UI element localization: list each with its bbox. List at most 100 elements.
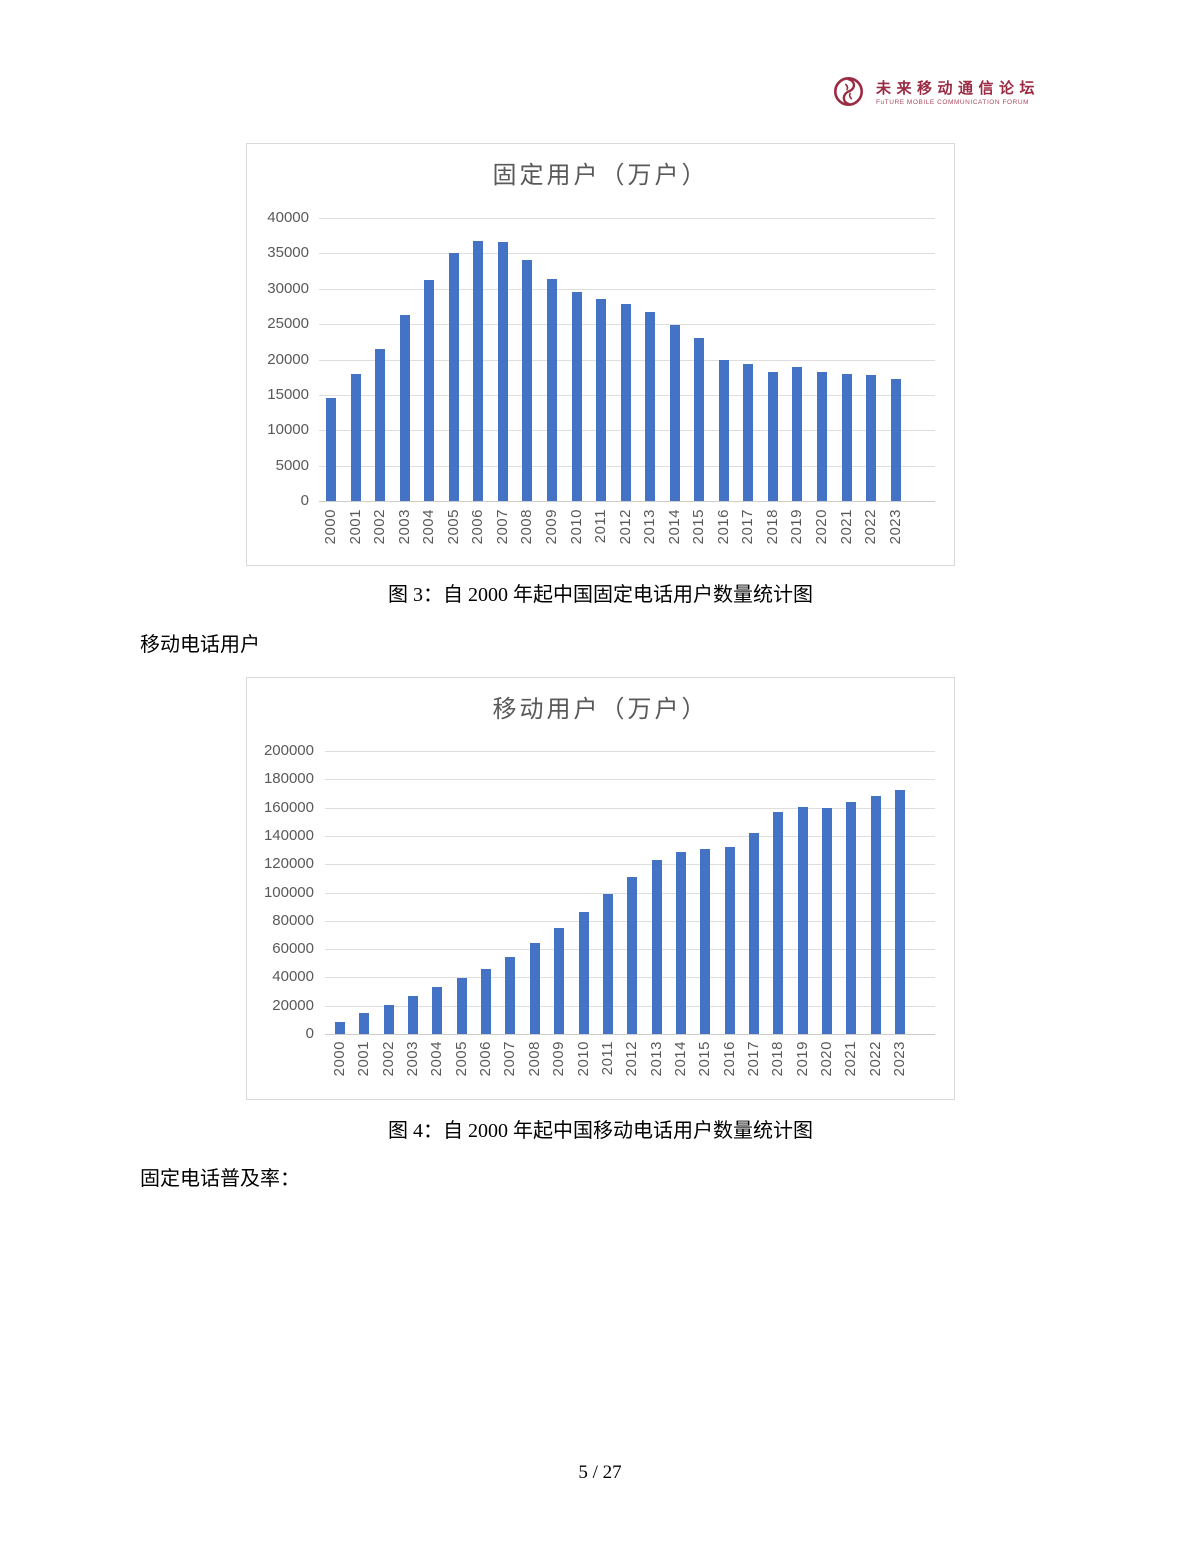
x-tick-label: 2005 [444, 509, 462, 545]
bar-2016 [724, 846, 735, 1034]
y-tick-label: 5000 [275, 456, 309, 474]
x-tick-label: 2021 [837, 509, 855, 545]
gridline [325, 779, 935, 781]
bar-2000 [335, 1021, 345, 1034]
bar-2010 [571, 292, 582, 501]
bar-2004 [424, 280, 435, 501]
y-tick-label: 60000 [272, 940, 314, 958]
y-tick-label: 0 [305, 1025, 314, 1042]
x-tick-label: 2018 [763, 509, 781, 545]
x-tick-label: 2015 [690, 509, 708, 545]
x-tick-label: 2002 [371, 509, 389, 545]
y-tick-label: 100000 [263, 883, 314, 901]
x-tick-label: 2015 [696, 1041, 714, 1077]
x-tick-label: 2011 [592, 509, 610, 544]
forum-logo-icon [832, 75, 865, 112]
x-tick-label: 2016 [720, 1041, 738, 1077]
x-tick-label: 2010 [567, 509, 585, 545]
bar-2020 [817, 372, 827, 501]
forum-logo: 未来移动通信论坛 FuTURE MOBILE COMMUNICATION FOR… [832, 75, 1040, 112]
bar-2012 [627, 876, 638, 1034]
x-tick-label: 2016 [714, 509, 732, 545]
y-tick-label: 40000 [272, 968, 314, 986]
x-tick-label: 2017 [744, 1041, 762, 1077]
y-tick-label: 25000 [267, 315, 309, 333]
x-tick-label: 2020 [813, 509, 830, 545]
x-tick-label: 2017 [739, 509, 757, 545]
x-tick-label: 2022 [866, 1041, 884, 1077]
x-tick-label: 2019 [793, 1041, 811, 1077]
bar-2021 [846, 801, 857, 1034]
x-tick-label: 2007 [493, 509, 511, 545]
bar-2016 [718, 359, 729, 501]
bar-2019 [792, 366, 803, 501]
bar-2015 [694, 337, 705, 501]
y-tick-label: 20000 [267, 350, 309, 368]
bar-2002 [383, 1004, 394, 1034]
bar-2003 [408, 995, 419, 1034]
y-tick-label: 0 [300, 492, 309, 509]
bar-2014 [669, 324, 680, 501]
page-number: 5 / 27 [578, 1462, 622, 1483]
bar-2018 [767, 372, 778, 501]
gridline [325, 835, 935, 837]
x-tick-label: 2004 [428, 1041, 446, 1077]
y-tick-label: 30000 [267, 279, 309, 297]
y-tick-label: 15000 [267, 385, 309, 403]
bar-2022 [870, 795, 881, 1034]
y-tick-label: 180000 [263, 770, 314, 788]
bar-2011 [602, 894, 613, 1034]
y-tick-label: 35000 [267, 244, 309, 262]
bar-2008 [522, 260, 533, 501]
x-tick-label: 2004 [420, 509, 438, 545]
bar-2001 [359, 1013, 370, 1034]
y-tick-label: 80000 [272, 911, 314, 929]
gridline [325, 864, 935, 866]
x-tick-label: 2009 [542, 509, 560, 545]
x-tick-label: 2020 [818, 1041, 835, 1077]
x-tick-label: 2003 [404, 1041, 422, 1077]
bar-2020 [822, 808, 832, 1034]
x-tick-label: 2006 [469, 509, 487, 545]
logo-title-cn: 未来移动通信论坛 [876, 81, 1041, 97]
x-tick-label: 2012 [623, 1041, 641, 1077]
x-tick-label: 2008 [518, 509, 536, 545]
x-tick-label: 2013 [641, 509, 659, 545]
x-tick-label: 2010 [574, 1041, 592, 1077]
bar-2006 [481, 968, 492, 1034]
bar-2001 [350, 373, 361, 501]
bar-2008 [529, 943, 540, 1034]
bar-2007 [497, 242, 508, 501]
x-tick-label: 2012 [616, 509, 634, 545]
figure3-caption: 图 3：自 2000 年起中国固定电话用户数量统计图 [388, 584, 813, 606]
forum-logo-text: 未来移动通信论坛 FuTURE MOBILE COMMUNICATION FOR… [876, 75, 1040, 106]
logo-subtitle-en: FuTURE MOBILE COMMUNICATION FORUM [876, 99, 1030, 106]
x-tick-label: 2018 [769, 1041, 787, 1077]
x-tick-label: 2013 [647, 1041, 665, 1077]
bar-2003 [399, 314, 410, 501]
gridline [319, 288, 935, 290]
bar-2023 [890, 378, 901, 501]
chart-title-fixed: 固定用户（万户） [492, 162, 709, 189]
bar-2012 [620, 304, 631, 501]
bar-2013 [645, 312, 656, 501]
y-tick-label: 20000 [272, 996, 314, 1014]
x-tick-label: 2023 [891, 1041, 909, 1077]
figure4-caption: 图 4：自 2000 年起中国移动电话用户数量统计图 [388, 1120, 813, 1142]
bar-2015 [700, 849, 711, 1034]
bar-2013 [651, 860, 662, 1034]
bar-2002 [375, 348, 386, 501]
y-tick-label: 120000 [263, 855, 314, 873]
bar-2009 [546, 278, 557, 501]
x-tick-label: 2014 [665, 509, 683, 545]
x-tick-label: 2022 [862, 509, 880, 545]
y-tick-label: 10000 [267, 421, 309, 439]
bar-2014 [675, 852, 686, 1034]
x-axis-line [319, 501, 935, 502]
section-label-fixed-penetration: 固定电话普及率： [140, 1168, 300, 1190]
y-tick-label: 160000 [263, 798, 314, 816]
bar-2010 [578, 912, 589, 1034]
x-tick-label: 2009 [550, 1041, 568, 1077]
bar-2005 [456, 978, 467, 1034]
x-tick-label: 2001 [355, 1041, 373, 1077]
